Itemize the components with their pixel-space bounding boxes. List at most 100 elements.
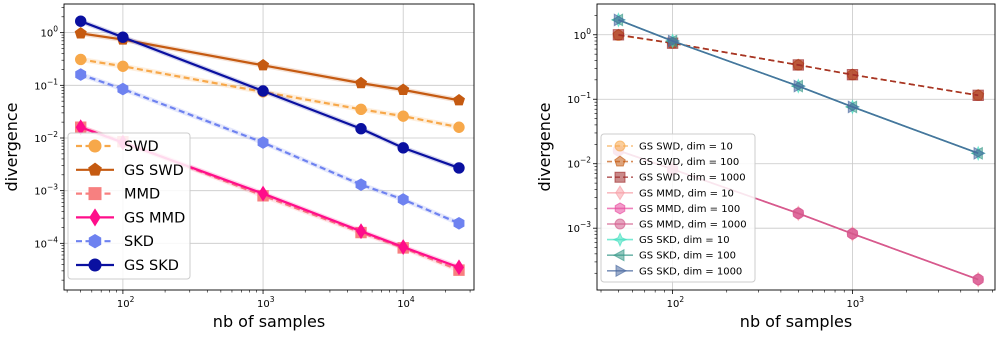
legend-item-gs-skd-dim-10: GS SKD, dim = 10 bbox=[607, 232, 730, 248]
data-point bbox=[793, 79, 806, 93]
data-point bbox=[257, 136, 269, 149]
left-chart: 102 103 104 10−4 10−3 10−2 10−1 100 nb of sample… bbox=[2, 3, 475, 331]
data-point bbox=[75, 68, 87, 81]
legend-marker bbox=[614, 202, 626, 215]
data-point bbox=[356, 223, 367, 240]
series-skd bbox=[75, 68, 465, 230]
data-point bbox=[613, 13, 626, 27]
data-point bbox=[75, 15, 87, 27]
legend-marker bbox=[615, 264, 628, 278]
legend-box bbox=[600, 133, 756, 283]
data-point bbox=[453, 162, 465, 174]
legend-label: GS MMD, dim = 10 bbox=[639, 188, 734, 199]
left-y-axis-label: divergence bbox=[2, 103, 21, 192]
legend-item-gs-mmd: GS MMD bbox=[76, 208, 185, 227]
series-line bbox=[80, 73, 460, 225]
data-point bbox=[667, 34, 680, 48]
x-tick-label: 102 bbox=[667, 295, 685, 310]
data-point bbox=[355, 103, 367, 116]
legend-item-mmd: MMD bbox=[76, 187, 160, 203]
legend-item-gs-skd-dim-1000: GS SKD, dim = 1000 bbox=[607, 264, 742, 278]
legend-label: GS SWD bbox=[124, 163, 184, 179]
legend-item-swd: SWD bbox=[76, 139, 159, 155]
y-tick-label: 10−1 bbox=[34, 77, 58, 92]
legend-item-gs-skd: GS SKD bbox=[76, 258, 179, 274]
legend-item-gs-swd: GS SWD bbox=[76, 162, 184, 179]
data-point bbox=[847, 100, 860, 114]
legend-marker bbox=[612, 232, 628, 248]
legend-item-gs-mmd-dim-100: GS MMD, dim = 100 bbox=[607, 202, 740, 215]
data-point bbox=[117, 31, 129, 43]
legend-label: GS SKD, dim = 10 bbox=[639, 235, 730, 246]
series-line bbox=[80, 32, 460, 102]
data-point bbox=[355, 123, 367, 135]
y-tick-label: 10−2 bbox=[34, 130, 58, 145]
x-tick-label: 104 bbox=[397, 295, 415, 310]
data-point bbox=[117, 82, 129, 96]
legend-item-gs-skd-dim-100: GS SKD, dim = 100 bbox=[607, 248, 736, 262]
right-ticks: 102 103 10−3 10−2 10−1 100 bbox=[567, 27, 864, 310]
left-plot-frame bbox=[63, 3, 475, 291]
data-point bbox=[612, 29, 625, 41]
data-point bbox=[354, 76, 368, 89]
left-x-axis-label: nb of samples bbox=[213, 312, 325, 331]
data-point bbox=[117, 60, 129, 72]
y-tick-label: 10−3 bbox=[34, 183, 58, 198]
data-point bbox=[398, 239, 409, 256]
data-point bbox=[397, 110, 409, 122]
legend-marker bbox=[612, 248, 625, 262]
legend-marker bbox=[614, 140, 626, 152]
legend-marker bbox=[89, 208, 101, 227]
legend-label: GS SWD, dim = 100 bbox=[639, 157, 739, 168]
left-legend: SWD GS SWD MMD GS MMD SKD GS SKD bbox=[67, 132, 191, 280]
legend-label: GS SWD, dim = 1000 bbox=[639, 173, 746, 184]
legend-marker bbox=[88, 258, 102, 272]
series-gs-swd-dim-1000 bbox=[612, 29, 984, 102]
legend-label: GS SKD bbox=[124, 258, 179, 274]
legend-label: SWD bbox=[124, 139, 159, 155]
legend-label: GS MMD, dim = 1000 bbox=[639, 220, 747, 231]
x-tick-label: 103 bbox=[257, 295, 275, 310]
data-point bbox=[258, 185, 269, 202]
data-point bbox=[75, 53, 87, 66]
legend-label: GS MMD bbox=[124, 210, 185, 226]
x-tick-label: 102 bbox=[117, 295, 135, 310]
data-point bbox=[972, 273, 984, 286]
series-line bbox=[80, 20, 460, 169]
left-ticks: 102 103 104 10−4 10−3 10−2 10−1 100 bbox=[34, 25, 415, 310]
legend-marker bbox=[88, 234, 102, 249]
legend-label: GS SWD, dim = 10 bbox=[639, 142, 733, 153]
legend-item-gs-mmd-dim-10: GS MMD, dim = 10 bbox=[607, 185, 734, 201]
data-point bbox=[973, 146, 986, 160]
data-point bbox=[74, 27, 87, 39]
legend-label: GS SKD, dim = 100 bbox=[639, 251, 736, 262]
data-point bbox=[355, 178, 367, 191]
legend-label: GS MMD, dim = 100 bbox=[639, 204, 740, 215]
series-gs-swd bbox=[74, 27, 465, 106]
legend-item-gs-swd-dim-1000: GS SWD, dim = 1000 bbox=[607, 171, 746, 184]
y-tick-label: 10−1 bbox=[567, 91, 591, 106]
series-line bbox=[80, 58, 460, 129]
legend-item-gs-mmd-dim-1000: GS MMD, dim = 1000 bbox=[607, 218, 747, 231]
legend-label: SKD bbox=[124, 234, 154, 250]
data-point bbox=[792, 207, 805, 220]
legend-marker bbox=[88, 139, 102, 153]
legend-marker bbox=[88, 187, 102, 201]
data-point bbox=[846, 228, 859, 240]
y-tick-label: 100 bbox=[573, 27, 591, 42]
legend-item-skd: SKD bbox=[76, 234, 154, 250]
legend-label: MMD bbox=[124, 187, 160, 203]
legend-marker bbox=[614, 218, 626, 230]
x-tick-label: 103 bbox=[846, 295, 864, 310]
legend-marker bbox=[614, 171, 626, 183]
data-point bbox=[846, 69, 859, 81]
data-point bbox=[453, 121, 465, 133]
right-x-axis-label: nb of samples bbox=[740, 312, 852, 331]
right-chart: 102 103 10−3 10−2 10−1 100 nb of samples diverg… bbox=[535, 3, 996, 331]
data-point bbox=[257, 85, 269, 97]
legend-marker bbox=[615, 185, 625, 201]
data-point bbox=[792, 59, 805, 71]
data-point bbox=[397, 83, 410, 95]
right-legend: GS SWD, dim = 10 GS SWD, dim = 100 GS SWD,… bbox=[600, 133, 756, 283]
